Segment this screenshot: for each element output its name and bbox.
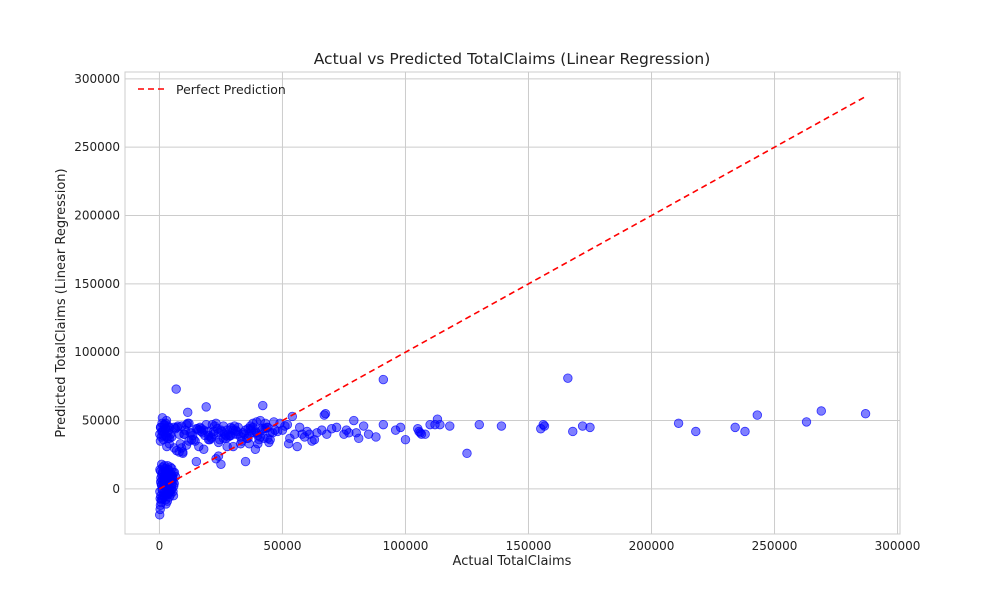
scatter-point — [378, 374, 389, 385]
y-tick-label: 300000 — [74, 72, 120, 86]
scatter-point — [462, 448, 472, 459]
scatter-point — [400, 434, 411, 445]
scatter-point — [258, 400, 268, 411]
scatter-point — [585, 422, 595, 433]
scatter-point — [154, 510, 165, 520]
scatter-point — [253, 439, 263, 449]
plot-area — [125, 72, 900, 534]
scatter-point — [691, 426, 701, 437]
scatter-point — [292, 441, 302, 452]
scatter-point — [183, 418, 193, 428]
scatter-point — [320, 409, 331, 419]
scatter-point — [171, 384, 181, 394]
y-tick-label: 200000 — [74, 209, 120, 223]
x-tick-label: 100000 — [383, 539, 429, 553]
y-tick-label: 0 — [112, 482, 120, 496]
scatter-point — [265, 434, 275, 445]
scatter-point — [673, 418, 684, 428]
x-axis-label: Actual TotalClaims — [453, 554, 572, 569]
scatter-point — [349, 415, 359, 426]
scatter-point — [371, 432, 381, 442]
scatter-point — [539, 421, 550, 431]
scatter-point — [445, 421, 455, 431]
scatter-point — [730, 422, 740, 433]
scatter-point — [183, 407, 193, 418]
scatter-point — [341, 425, 352, 435]
scatter-point — [170, 471, 181, 482]
scatter-point — [191, 456, 202, 467]
scatter-point — [331, 422, 342, 433]
scatter-point — [860, 409, 871, 419]
x-tick-label: 50000 — [263, 539, 301, 553]
y-tick-label: 100000 — [74, 345, 120, 359]
scatter-point — [816, 406, 826, 416]
scatter-point — [160, 481, 171, 491]
chart-title: Actual vs Predicted TotalClaims (Linear … — [314, 50, 711, 68]
scatter-point — [155, 493, 165, 504]
scatter-point — [158, 467, 168, 478]
scatter-point — [158, 430, 168, 441]
legend: Perfect Prediction — [138, 82, 286, 97]
legend-label: Perfect Prediction — [176, 82, 286, 97]
y-tick-labels: 0 50000 100000 150000 200000 250000 300000 — [74, 72, 120, 496]
scatter-point — [283, 439, 294, 449]
scatter-point — [162, 441, 172, 452]
scatter-point — [155, 422, 166, 433]
x-tick-label: 0 — [156, 539, 164, 553]
plot-frame — [124, 71, 901, 535]
x-tick-labels: 0 50000 100000 150000 200000 250000 300000 — [156, 539, 921, 553]
scatter-point — [208, 426, 219, 437]
x-tick-label: 150000 — [506, 539, 552, 553]
scatter-point — [351, 428, 361, 438]
scatter-point — [474, 419, 484, 430]
scatter-point — [201, 402, 211, 412]
scatter-point — [496, 421, 507, 431]
scatter-point — [231, 425, 241, 435]
scatter-point — [563, 373, 573, 383]
scatter-point — [358, 421, 369, 431]
scatter-point — [172, 422, 182, 433]
x-tick-label: 300000 — [875, 539, 921, 553]
scatter-points — [154, 373, 871, 520]
y-tick-label: 50000 — [82, 414, 120, 428]
scatter-point — [255, 415, 266, 426]
scatter-point — [435, 419, 445, 430]
scatter-point — [801, 417, 812, 427]
grid-lines — [125, 72, 900, 534]
scatter-point — [196, 424, 206, 434]
scatter-point — [178, 447, 188, 457]
scatter-point — [416, 429, 427, 439]
y-axis-label: Predicted TotalClaims (Linear Regression… — [54, 168, 69, 437]
y-tick-label: 150000 — [74, 277, 120, 291]
scatter-point — [179, 429, 189, 439]
scatter-point — [752, 410, 763, 420]
scatter-point — [740, 426, 750, 437]
y-tick-label: 250000 — [74, 140, 120, 154]
x-tick-label: 200000 — [629, 539, 675, 553]
scatter-point — [568, 426, 578, 437]
scatter-point — [222, 441, 232, 452]
scatter-point — [194, 441, 204, 452]
x-tick-label: 250000 — [752, 539, 798, 553]
scatter-point — [163, 489, 174, 500]
scatter-point — [211, 454, 221, 464]
scatter-point — [203, 434, 214, 445]
scatter-point — [280, 421, 290, 431]
scatter-point — [425, 419, 435, 430]
scatter-point — [395, 422, 406, 433]
scatter-point — [378, 419, 389, 430]
perfect-prediction-line — [159, 95, 866, 490]
scatter-point — [244, 439, 254, 449]
scatter-point — [304, 429, 315, 439]
scatter-point — [186, 434, 197, 445]
scatter-point — [240, 456, 251, 467]
